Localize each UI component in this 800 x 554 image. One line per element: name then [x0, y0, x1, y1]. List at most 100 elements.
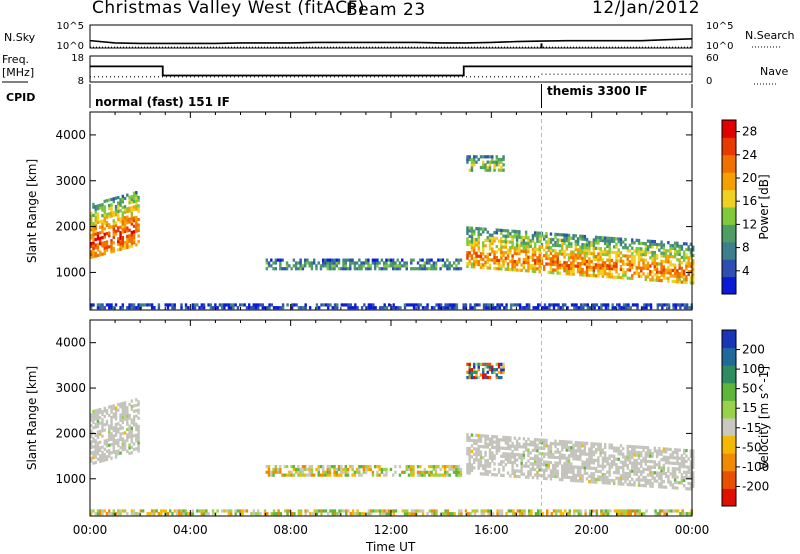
- velocity-cell: [493, 467, 496, 471]
- velocity-cell: [315, 467, 318, 472]
- power-cell: [128, 306, 131, 310]
- power-cell: [220, 303, 224, 307]
- power-cell: [493, 255, 496, 260]
- power-cell: [676, 241, 679, 245]
- power-cell: [479, 257, 483, 261]
- power-cell: [610, 264, 614, 268]
- power-cell: [130, 200, 134, 204]
- power-cell: [482, 252, 485, 256]
- power-cell: [488, 233, 492, 237]
- velocity-cell: [360, 512, 364, 516]
- velocity-cell: [486, 470, 489, 474]
- velocity-cell: [387, 512, 391, 516]
- power-cell: [272, 261, 275, 265]
- power-cell: [446, 264, 449, 268]
- power-cell: [680, 272, 684, 276]
- velocity-cell: [565, 467, 568, 471]
- power-cell: [394, 264, 397, 268]
- power-cell: [493, 236, 496, 240]
- power-cell: [90, 252, 93, 257]
- power-cell: [603, 250, 607, 254]
- power-ytick-label: 4000: [55, 128, 86, 142]
- power-cell: [572, 256, 575, 260]
- velocity-cell: [658, 512, 662, 516]
- power-cell: [687, 245, 690, 249]
- velocity-cell: [479, 445, 483, 449]
- velocity-cell: [367, 467, 370, 472]
- velocity-cell: [101, 459, 104, 463]
- power-cell: [437, 258, 440, 262]
- power-cell: [513, 235, 517, 239]
- velocity-cell: [671, 456, 675, 460]
- power-cell: [660, 246, 663, 250]
- velocity-cell: [441, 473, 445, 477]
- power-cell: [497, 160, 501, 164]
- velocity-cell: [473, 375, 476, 380]
- power-cell: [601, 236, 605, 240]
- velocity-cell: [211, 509, 215, 513]
- power-cell: [94, 243, 97, 247]
- power-cell: [502, 163, 505, 167]
- power-cell: [579, 273, 582, 277]
- power-cell: [135, 196, 138, 200]
- power-cell: [135, 224, 138, 228]
- power-cell: [628, 243, 632, 247]
- power-cell: [637, 258, 641, 262]
- velocity-cell: [581, 449, 584, 453]
- velocity-cell: [502, 452, 505, 456]
- velocity-cell: [570, 440, 573, 444]
- power-cell: [401, 258, 404, 262]
- velocity-cell: [112, 509, 115, 513]
- velocity-cell: [123, 444, 127, 449]
- power-cell: [574, 239, 578, 243]
- power-cell: [667, 303, 671, 307]
- velocity-cell: [310, 465, 314, 469]
- velocity-cell: [327, 512, 330, 516]
- velocity-cell: [583, 444, 587, 448]
- velocity-cell: [493, 456, 496, 461]
- power-cell: [570, 272, 573, 276]
- power-cell: [556, 252, 559, 256]
- velocity-colorbar-swatch: [722, 418, 736, 437]
- power-colorbar-swatch: [722, 120, 736, 138]
- velocity-cell: [533, 440, 537, 444]
- velocity-cell: [669, 480, 672, 484]
- power-cell: [279, 267, 282, 271]
- power-cell: [662, 246, 666, 250]
- power-cell: [655, 264, 659, 269]
- velocity-cell: [637, 451, 641, 455]
- velocity-cell: [680, 473, 684, 477]
- power-cell: [516, 303, 520, 307]
- power-cell: [599, 238, 602, 243]
- velocity-cell: [497, 370, 501, 374]
- velocity-cell: [603, 481, 607, 485]
- velocity-cell: [110, 456, 113, 460]
- power-cell: [214, 303, 217, 307]
- velocity-cell: [533, 473, 537, 477]
- power-cell: [473, 257, 476, 261]
- power-cell: [373, 264, 377, 268]
- velocity-cell: [363, 512, 366, 516]
- power-cell: [617, 253, 620, 258]
- power-cell: [512, 303, 515, 307]
- power-cell: [495, 228, 498, 232]
- velocity-cell: [579, 465, 582, 470]
- power-cell: [101, 214, 104, 218]
- power-cell: [619, 251, 623, 255]
- velocity-cell: [660, 452, 663, 456]
- velocity-ytick-label: 2000: [55, 426, 86, 440]
- velocity-cell: [633, 467, 636, 471]
- velocity-cell: [92, 426, 95, 430]
- power-cell: [144, 303, 147, 307]
- velocity-cell: [619, 476, 623, 481]
- power-cell: [692, 245, 695, 249]
- velocity-cell: [538, 460, 541, 464]
- power-cell: [687, 272, 690, 276]
- power-cell: [618, 303, 621, 307]
- velocity-cell: [496, 509, 499, 513]
- velocity-cell: [114, 409, 118, 413]
- velocity-cell: [515, 439, 519, 443]
- power-cell: [520, 238, 523, 242]
- power-cell: [114, 196, 118, 200]
- velocity-cell: [128, 451, 131, 455]
